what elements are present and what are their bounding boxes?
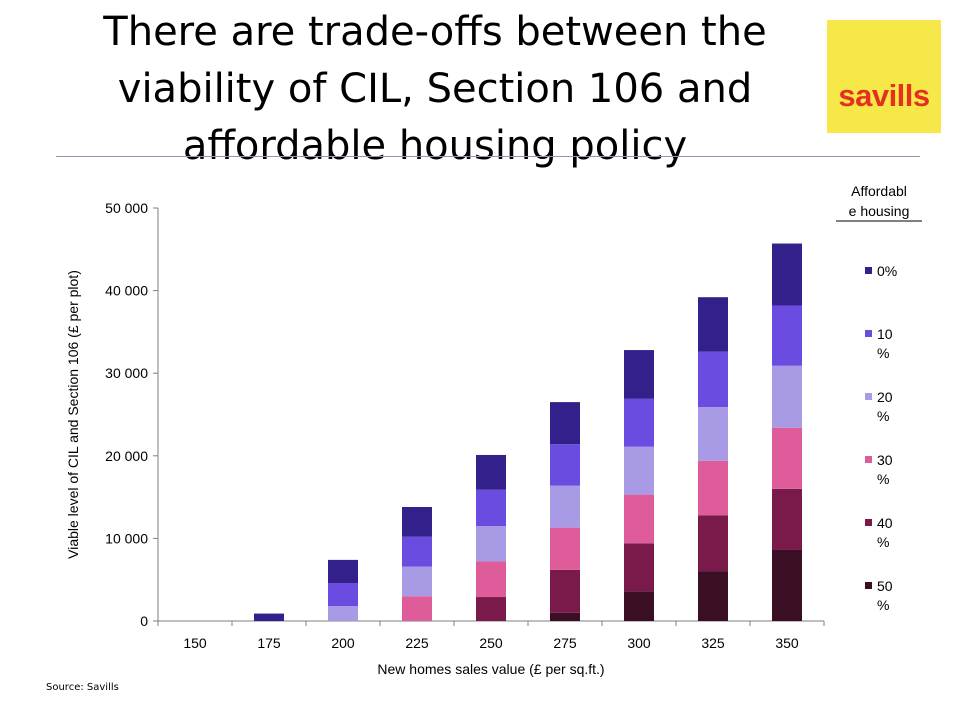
y-tick-label: 50 000 xyxy=(105,200,148,216)
bar-segment-0-200 xyxy=(328,559,358,584)
bar-segment-30-300 xyxy=(624,494,654,544)
x-tick-label: 150 xyxy=(183,635,207,651)
bar-segment-10-225 xyxy=(402,536,432,567)
legend-label: % xyxy=(877,597,889,613)
y-tick-label: 10 000 xyxy=(105,530,148,546)
bar-segment-30-275 xyxy=(550,527,580,570)
bar-segment-20-225 xyxy=(402,566,432,597)
x-tick-label: 275 xyxy=(553,635,577,651)
bar-segment-40-325 xyxy=(698,515,728,572)
x-tick-label: 225 xyxy=(405,635,429,651)
legend-label: % xyxy=(877,534,889,550)
bar-segment-40-350 xyxy=(772,488,802,550)
legend-label: 30 xyxy=(877,452,893,468)
bar-segment-20-350 xyxy=(772,365,802,428)
bar-segment-0-175 xyxy=(254,613,284,621)
legend-swatch-10 xyxy=(865,330,872,337)
bar-segment-20-325 xyxy=(698,407,728,461)
legend-swatch-50 xyxy=(865,582,872,589)
bar-segment-40-275 xyxy=(550,569,580,613)
legend-label: % xyxy=(877,345,889,361)
bar-segment-0-300 xyxy=(624,350,654,399)
bar-segment-10-200 xyxy=(328,583,358,607)
legend-label: 0% xyxy=(877,263,897,279)
bar-segment-50-275 xyxy=(550,612,580,621)
x-tick-label: 350 xyxy=(775,635,799,651)
legend-label: % xyxy=(877,471,889,487)
legend-label: 50 xyxy=(877,578,893,594)
bar-segment-50-300 xyxy=(624,591,654,621)
legend-label: 40 xyxy=(877,515,893,531)
y-tick-label: 40 000 xyxy=(105,283,148,299)
x-tick-label: 200 xyxy=(331,635,355,651)
bar-segment-10-325 xyxy=(698,351,728,408)
legend-label: % xyxy=(877,408,889,424)
bar-segment-30-250 xyxy=(476,561,506,598)
x-tick-label: 250 xyxy=(479,635,503,651)
bar-segment-30-350 xyxy=(772,427,802,489)
legend-label: 10 xyxy=(877,326,893,342)
bar-segment-10-350 xyxy=(772,305,802,366)
legend-swatch-40 xyxy=(865,519,872,526)
bar-segment-0-250 xyxy=(476,454,506,490)
bar-segment-10-300 xyxy=(624,398,654,447)
title-divider xyxy=(56,156,920,157)
bar-segment-0-225 xyxy=(402,507,432,537)
x-axis-label: New homes sales value (£ per sq.ft.) xyxy=(377,661,604,677)
bar-segment-0-325 xyxy=(698,297,728,352)
bar-segment-30-325 xyxy=(698,460,728,516)
x-tick-label: 325 xyxy=(701,635,725,651)
bar-segment-50-325 xyxy=(698,571,728,621)
logo-text: savills xyxy=(838,78,930,113)
bar-segment-20-275 xyxy=(550,485,580,528)
savills-logo: savills xyxy=(827,20,941,133)
legend-title: e housing xyxy=(849,203,910,219)
x-tick-label: 175 xyxy=(257,635,281,651)
slide-title: There are trade-offs between the viabili… xyxy=(103,9,767,169)
bar-segment-20-250 xyxy=(476,526,506,562)
bar-segment-20-300 xyxy=(624,446,654,495)
y-tick-label: 30 000 xyxy=(105,365,148,381)
bar-segment-10-250 xyxy=(476,489,506,527)
legend-title: Affordabl xyxy=(851,183,907,199)
legend-swatch-0 xyxy=(865,267,872,274)
source-note: Source: Savills xyxy=(46,682,119,693)
bar-segment-10-275 xyxy=(550,444,580,486)
legend-swatch-30 xyxy=(865,456,872,463)
bar-segment-0-350 xyxy=(772,243,802,306)
legend-label: 20 xyxy=(877,389,893,405)
bar-segment-30-225 xyxy=(402,596,432,621)
bar-segment-40-250 xyxy=(476,597,506,621)
bar-segment-50-350 xyxy=(772,549,802,621)
bar-segment-20-200 xyxy=(328,606,358,621)
y-tick-label: 0 xyxy=(140,613,148,629)
x-tick-label: 300 xyxy=(627,635,651,651)
y-tick-label: 20 000 xyxy=(105,448,148,464)
legend-swatch-20 xyxy=(865,393,872,400)
bar-segment-0-275 xyxy=(550,402,580,445)
bar-segment-40-300 xyxy=(624,543,654,592)
y-axis-label: Viable level of CIL and Section 106 (£ p… xyxy=(65,270,81,559)
